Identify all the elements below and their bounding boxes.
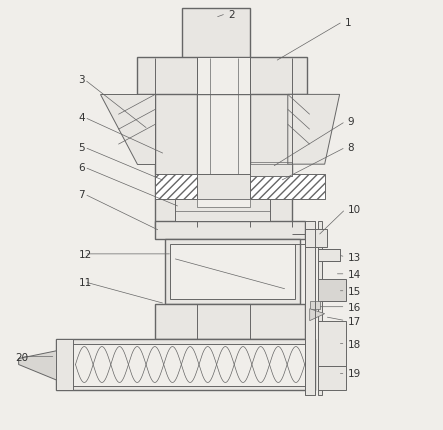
Bar: [305, 230, 326, 247]
Bar: [170, 244, 295, 299]
Bar: [250, 175, 325, 200]
Bar: [250, 163, 292, 177]
Bar: [318, 366, 346, 390]
Bar: [165, 240, 300, 304]
Bar: [55, 339, 74, 390]
Bar: [175, 200, 270, 221]
Text: 16: 16: [348, 302, 361, 312]
Bar: [155, 221, 305, 240]
Bar: [197, 175, 250, 200]
Bar: [318, 279, 346, 301]
Text: 7: 7: [78, 190, 85, 200]
Text: 4: 4: [78, 113, 85, 123]
Bar: [197, 57, 250, 95]
Bar: [250, 58, 292, 227]
Text: 17: 17: [348, 316, 361, 326]
Polygon shape: [19, 351, 58, 381]
Text: 19: 19: [348, 369, 361, 378]
Text: 15: 15: [348, 286, 361, 296]
Bar: [318, 221, 322, 396]
Text: 5: 5: [78, 143, 85, 153]
Bar: [305, 221, 315, 396]
Bar: [318, 249, 340, 261]
Bar: [310, 301, 320, 309]
Bar: [182, 9, 250, 60]
Text: 20: 20: [16, 352, 29, 362]
Bar: [197, 200, 250, 208]
Bar: [155, 175, 230, 200]
Text: 9: 9: [348, 117, 354, 127]
Text: 2: 2: [228, 9, 235, 20]
Text: 10: 10: [348, 205, 361, 215]
Bar: [58, 344, 313, 387]
Bar: [155, 58, 197, 227]
Text: 3: 3: [78, 75, 85, 85]
Bar: [55, 339, 315, 390]
Polygon shape: [310, 309, 325, 321]
Text: 13: 13: [348, 252, 361, 262]
Text: 18: 18: [348, 339, 361, 349]
Bar: [318, 321, 346, 365]
Text: 14: 14: [348, 269, 361, 279]
Text: 6: 6: [78, 163, 85, 173]
Bar: [250, 165, 292, 177]
Text: 1: 1: [345, 18, 351, 28]
Text: 8: 8: [348, 143, 354, 153]
Bar: [197, 58, 250, 227]
Bar: [155, 304, 305, 339]
Text: 11: 11: [78, 277, 92, 287]
Polygon shape: [101, 95, 155, 165]
Bar: [137, 57, 307, 95]
Polygon shape: [288, 95, 340, 165]
Text: 12: 12: [78, 249, 92, 259]
